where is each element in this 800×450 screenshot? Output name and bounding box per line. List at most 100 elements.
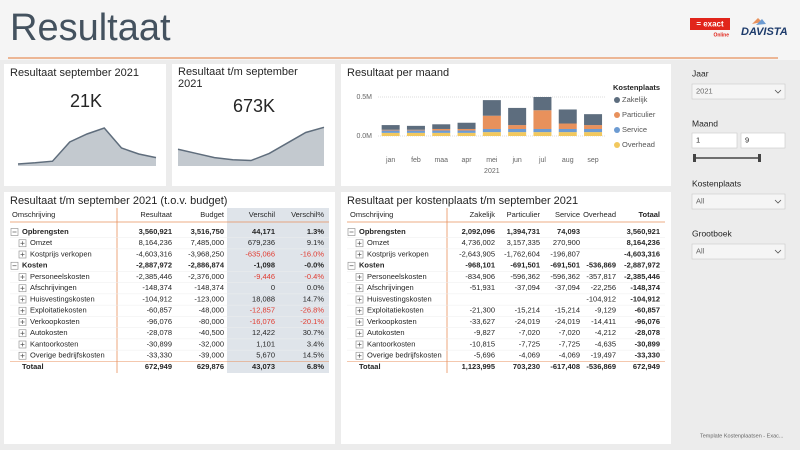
row-label: Overige bedrijfskosten [367, 351, 442, 360]
cell: 18,088 [252, 294, 275, 303]
cell: -28,078 [635, 328, 660, 337]
cell: -20.1% [300, 317, 324, 326]
bar-segment [482, 132, 501, 136]
column-highlight [227, 208, 329, 373]
cell: 672,949 [145, 362, 172, 371]
cell: -2,887,972 [136, 261, 172, 270]
bar-segment [508, 107, 527, 126]
bar-segment [432, 132, 451, 136]
dropdown[interactable] [691, 243, 786, 260]
bar-segment [584, 128, 603, 133]
cell: -536,869 [586, 362, 616, 371]
chevron [774, 199, 782, 204]
bar-segment [381, 129, 400, 131]
sparkline-area [18, 128, 156, 166]
cell: -16.0% [300, 249, 324, 258]
legend-label: Particulier [622, 110, 656, 119]
cell: -24,019 [555, 317, 580, 326]
bar-segment [533, 132, 552, 136]
chart-title: Resultaat per maand [347, 67, 449, 79]
kpi-value: 673K [233, 96, 275, 116]
column-header: Verschil% [291, 210, 324, 219]
cell: 12,422 [252, 328, 275, 337]
cell: -39,000 [199, 351, 224, 360]
bar-segment [482, 128, 501, 133]
bar-segment [584, 114, 603, 126]
cell: 1.3% [307, 227, 324, 236]
cell: -7,725 [519, 339, 540, 348]
range-input[interactable] [740, 132, 786, 149]
cell: 703,230 [513, 362, 540, 371]
cell: -9,827 [474, 328, 495, 337]
legend-swatch [614, 127, 620, 133]
cell: -2,887,972 [624, 261, 660, 270]
cell: -1,098 [254, 261, 275, 270]
range-from: 1 [696, 135, 700, 144]
cell: 4,736,002 [462, 238, 495, 247]
kpi-title: Resultaat t/m september 2021 [178, 66, 298, 90]
cell: -148,374 [142, 283, 172, 292]
bar-segment [482, 115, 501, 129]
row-label: Personeelskosten [30, 272, 90, 281]
bar-segment [508, 132, 527, 136]
cell: -691,501 [550, 261, 580, 270]
slider-handle[interactable] [693, 154, 696, 162]
x-axis-year: 2021 [484, 168, 500, 175]
column-header: Verschil [249, 210, 276, 219]
cell: -7,020 [559, 328, 580, 337]
x-tick-label: apr [461, 157, 472, 164]
bar-segment [406, 132, 425, 136]
bar-segment [457, 132, 476, 136]
bar-segment [558, 132, 577, 136]
cell: -536,869 [586, 261, 616, 270]
row-label: Exploitatiekosten [30, 306, 87, 315]
bar-segment [406, 129, 425, 131]
table-card [341, 192, 671, 444]
bar-segment [508, 125, 527, 129]
bar-segment [482, 100, 501, 116]
cell: -4,069 [559, 351, 580, 360]
cell: 1,123,995 [462, 362, 495, 371]
cell: 14.7% [303, 294, 325, 303]
cell: -2,376,000 [188, 272, 224, 281]
cell: -0.4% [304, 272, 324, 281]
bar-segment [432, 128, 451, 131]
kpi-title-box: Resultaat t/m september 2021 [178, 66, 298, 90]
cell: -80,000 [199, 317, 224, 326]
cell: -2,886,874 [188, 261, 225, 270]
cell: 5,670 [256, 351, 275, 360]
dropdown[interactable] [691, 83, 786, 100]
cell: -104,912 [586, 294, 616, 303]
dropdown[interactable] [691, 193, 786, 210]
cell: -14,411 [591, 317, 616, 326]
cell: -16,076 [250, 317, 275, 326]
cell: -596,362 [510, 272, 540, 281]
cell: -96,076 [147, 317, 172, 326]
cell: -691,501 [510, 261, 540, 270]
sparkline-area [178, 127, 324, 166]
sparkline [17, 127, 157, 165]
cell: -7,725 [559, 339, 580, 348]
cell: -15,214 [555, 306, 580, 315]
cell: -37,094 [555, 283, 580, 292]
row-label: Kostprijs verkopen [367, 249, 429, 258]
cell: -7,020 [519, 328, 540, 337]
cell: 7,485,000 [191, 238, 224, 247]
cell: 672,949 [633, 362, 660, 371]
dropdown-value: All [696, 246, 705, 255]
legend-label: Service [622, 125, 647, 134]
column-header: Zakelijk [470, 210, 496, 219]
slicer-label: Maand [692, 118, 718, 128]
slider-handle[interactable] [758, 154, 761, 162]
x-tick-label: aug [562, 157, 574, 164]
cell: 74,093 [557, 227, 580, 236]
cell: -5,696 [474, 351, 495, 360]
cell: -123,000 [194, 294, 224, 303]
cell: 3,157,335 [507, 238, 540, 247]
cell: -357,817 [586, 272, 616, 281]
cell: 14.5% [303, 351, 325, 360]
column-header: Overhead [583, 210, 616, 219]
bar-segment [432, 130, 451, 133]
range-input[interactable] [691, 132, 738, 149]
